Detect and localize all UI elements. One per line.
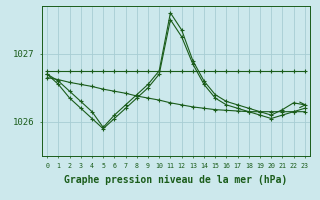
- X-axis label: Graphe pression niveau de la mer (hPa): Graphe pression niveau de la mer (hPa): [64, 174, 288, 185]
